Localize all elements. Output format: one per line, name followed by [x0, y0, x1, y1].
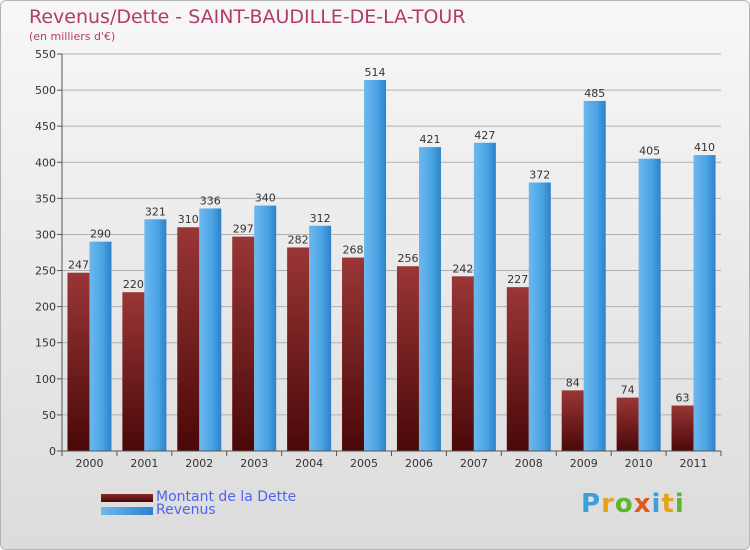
bar-revenus-2008: [528, 182, 551, 451]
chart-subtitle: (en milliers d'€): [29, 30, 116, 43]
data-label-debt-2004: 282: [288, 233, 309, 246]
bar-revenus-2004: [309, 225, 332, 451]
y-tick-label: 300: [35, 228, 56, 241]
bar-debt-2009: [561, 390, 584, 451]
data-label-revenus-2004: 312: [310, 212, 331, 225]
y-tick-label: 250: [35, 265, 56, 278]
data-label-debt-2009: 84: [566, 376, 580, 389]
data-label-revenus-2005: 514: [365, 66, 386, 79]
bar-revenus-2006: [418, 147, 441, 451]
bar-debt-2007: [451, 276, 474, 451]
data-label-debt-2010: 74: [621, 384, 635, 397]
data-label-debt-2003: 297: [233, 223, 254, 236]
bar-debt-2002: [177, 227, 200, 451]
data-label-revenus-2003: 340: [255, 192, 276, 205]
data-label-revenus-2009: 485: [584, 87, 605, 100]
y-tick-label: 550: [35, 48, 56, 61]
data-label-debt-2001: 220: [123, 278, 144, 291]
y-tick-label: 200: [35, 301, 56, 314]
data-label-revenus-2010: 405: [639, 145, 660, 158]
bar-debt-2001: [122, 292, 145, 451]
bar-revenus-2007: [473, 142, 496, 451]
legend-swatch-debt: [101, 494, 153, 502]
x-tick-label: 2011: [680, 457, 708, 470]
bar-revenus-2011: [693, 155, 716, 451]
bar-revenus-2003: [254, 205, 277, 451]
data-label-revenus-2007: 427: [474, 129, 495, 142]
x-tick-label: 2000: [75, 457, 103, 470]
y-tick-label: 400: [35, 156, 56, 169]
x-tick-label: 2003: [240, 457, 268, 470]
data-label-revenus-2001: 321: [145, 205, 166, 218]
logo-letter: i: [651, 489, 662, 519]
data-label-revenus-2006: 421: [419, 133, 440, 146]
x-tick-label: 2010: [625, 457, 653, 470]
data-label-revenus-2011: 410: [694, 141, 715, 154]
bar-debt-2000: [67, 272, 90, 451]
logo-letter: i: [674, 489, 685, 519]
legend-swatch-revenus: [101, 507, 153, 515]
data-label-debt-2006: 256: [397, 252, 418, 265]
data-label-revenus-2008: 372: [529, 168, 550, 181]
x-tick-label: 2009: [570, 457, 598, 470]
logo-letter: x: [633, 489, 652, 519]
grid-lines: [62, 53, 721, 416]
bar-debt-2003: [232, 236, 255, 451]
bar-debt-2004: [287, 247, 310, 451]
y-axis-ticks: 0 50 100 150 200 250 300 350 400 450 500 550: [35, 48, 63, 458]
y-tick-label: 500: [35, 84, 56, 97]
data-label-debt-2007: 242: [452, 262, 473, 275]
x-tick-label: 2008: [515, 457, 543, 470]
logo-letter: o: [614, 489, 634, 519]
data-label-revenus-2000: 290: [90, 228, 111, 241]
x-tick-label: 2001: [130, 457, 158, 470]
bar-revenus-2001: [144, 219, 167, 451]
y-tick-label: 450: [35, 120, 56, 133]
proxiti-logo: Proxiti: [581, 489, 685, 519]
y-tick-label: 150: [35, 337, 56, 350]
logo-letter: t: [661, 489, 675, 519]
x-tick-label: 2006: [405, 457, 433, 470]
bar-debt-2005: [342, 257, 365, 451]
bar-debt-2008: [506, 287, 529, 451]
y-tick-label: 50: [42, 409, 56, 422]
data-label-debt-2000: 247: [68, 259, 89, 272]
bar-revenus-2010: [638, 158, 661, 451]
x-tick-label: 2004: [295, 457, 323, 470]
bar-debt-2006: [396, 266, 419, 451]
bar-revenus-2005: [364, 79, 387, 452]
bar-debt-2010: [616, 397, 639, 451]
data-label-debt-2008: 227: [507, 273, 528, 286]
x-tick-label: 2005: [350, 457, 378, 470]
x-tick-label: 2002: [185, 457, 213, 470]
x-tick-label: 2007: [460, 457, 488, 470]
data-label-debt-2002: 310: [178, 213, 199, 226]
chart-title: Revenus/Dette - SAINT-BAUDILLE-DE-LA-TOU…: [29, 6, 466, 28]
y-tick-label: 350: [35, 192, 56, 205]
y-tick-label: 100: [35, 373, 56, 386]
legend-label-revenus: Revenus: [156, 502, 216, 518]
logo-letter: r: [601, 489, 615, 519]
bar-revenus-2002: [199, 208, 222, 451]
bar-revenus-2009: [583, 100, 606, 451]
logo-letter: P: [581, 489, 602, 519]
bar-debt-2011: [671, 405, 694, 451]
y-tick-label: 0: [49, 445, 56, 458]
legend-label-debt: Montant de la Dette: [156, 489, 297, 505]
data-label-revenus-2002: 336: [200, 194, 221, 207]
data-label-debt-2011: 63: [676, 392, 690, 405]
x-axis-ticks: 2000 2001 2002 2003 2004 2005 2006 2007 2008 2009…: [61, 451, 722, 470]
bar-revenus-2000: [89, 241, 112, 451]
data-label-debt-2005: 268: [343, 244, 364, 257]
